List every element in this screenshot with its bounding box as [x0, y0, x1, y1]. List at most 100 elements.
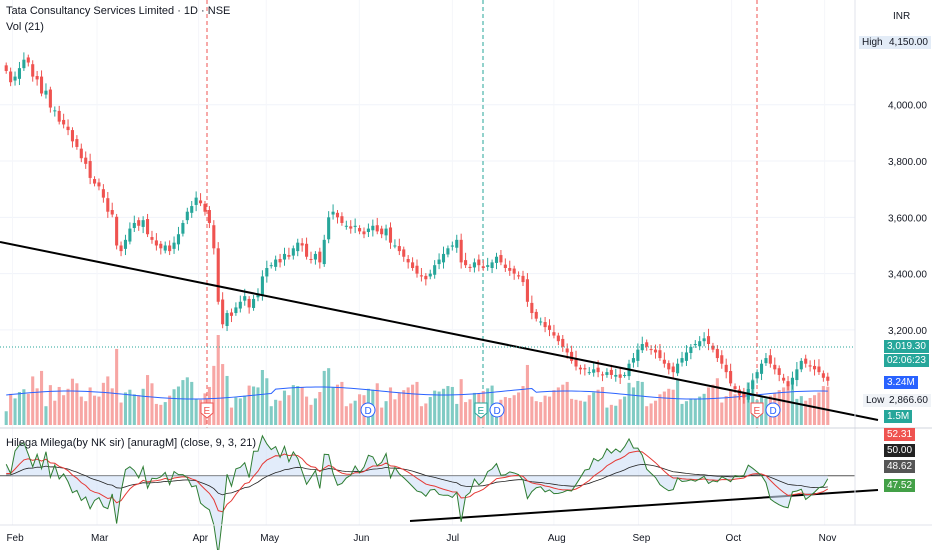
- candle-body: [614, 374, 618, 377]
- volume-bar: [190, 381, 194, 425]
- candle-body: [671, 366, 675, 373]
- dividend-marker: [360, 402, 376, 418]
- volume-bar: [539, 402, 543, 425]
- volume-bar: [605, 407, 609, 425]
- volume-bar: [35, 388, 39, 425]
- indicator-tag-4: 47.52: [884, 479, 916, 492]
- volume-bar: [676, 379, 680, 425]
- volume-bar: [137, 395, 141, 425]
- volume-bar: [428, 397, 432, 425]
- volume-bar: [269, 406, 273, 425]
- candle-body: [17, 68, 22, 79]
- indicator-title: Hilega Milega(by NK sir) [anuragM] (clos…: [6, 437, 257, 449]
- volume-bar: [826, 386, 830, 425]
- volume-bar: [459, 379, 463, 425]
- dividend-marker: [765, 402, 781, 418]
- earnings-marker: [200, 402, 214, 419]
- candle-body: [79, 148, 83, 159]
- candle-body: [146, 219, 150, 235]
- volume-bar: [132, 394, 136, 425]
- volume-bar: [176, 386, 181, 425]
- volume-bar: [658, 394, 662, 425]
- volume-bar: [715, 378, 719, 425]
- volume-bar: [123, 392, 128, 425]
- volume-bar: [260, 370, 264, 425]
- candle-body: [358, 228, 362, 232]
- candle-body: [278, 258, 282, 263]
- volume-bar: [684, 401, 688, 425]
- volume-bar: [4, 411, 8, 425]
- low-value: 2,866.60: [886, 394, 931, 407]
- candle-body: [70, 130, 75, 142]
- candle-body: [274, 259, 278, 267]
- time-tick-label: Feb: [6, 533, 24, 544]
- event-marker-label: E: [754, 406, 761, 417]
- candle-body: [154, 240, 158, 246]
- currency-label[interactable]: INR: [893, 11, 911, 22]
- candle-body: [724, 364, 728, 373]
- grid-lines: [0, 104, 855, 331]
- price-tick-label: 4,000.00: [888, 101, 927, 112]
- candle-body: [234, 307, 238, 314]
- candle-body: [159, 243, 163, 249]
- candle-body: [212, 225, 216, 249]
- earnings-marker: [750, 402, 764, 419]
- candle-body: [468, 266, 472, 268]
- volume-bar: [388, 387, 393, 425]
- time-tick-label: Oct: [726, 533, 742, 544]
- volume-bar: [556, 387, 560, 425]
- volume-bar: [278, 400, 282, 425]
- candle-body: [327, 217, 331, 240]
- volume-bar: [358, 394, 362, 425]
- volume-bar: [508, 397, 512, 425]
- volume-bar: [786, 384, 790, 425]
- volume-bar: [216, 335, 220, 425]
- candle-body: [702, 338, 706, 342]
- volume-bar: [221, 364, 225, 425]
- candle-body: [578, 367, 582, 370]
- volume-bar: [671, 389, 675, 425]
- volume-bar: [521, 386, 525, 425]
- candle-body: [150, 237, 154, 240]
- volume-bar: [464, 402, 468, 425]
- volume-bar: [384, 401, 388, 425]
- event-marker-label: D: [494, 406, 501, 417]
- candle-body: [260, 276, 264, 296]
- volume-bar: [402, 390, 406, 425]
- time-tick-label: Aug: [548, 533, 566, 544]
- volume-bar: [424, 403, 428, 425]
- event-marker-label: D: [365, 406, 372, 417]
- candle-body: [340, 216, 344, 223]
- candle-body: [494, 256, 499, 263]
- volume-bar: [587, 395, 591, 425]
- candle-body: [101, 189, 105, 198]
- candle-body: [821, 373, 825, 378]
- candle-body: [459, 239, 463, 263]
- candle-body: [574, 358, 578, 367]
- volume-bar: [84, 401, 88, 425]
- volume-bar: [472, 392, 476, 425]
- volume-bar: [97, 396, 101, 425]
- candle-body: [322, 239, 326, 265]
- candle-body: [795, 369, 799, 381]
- volume-bar: [309, 404, 313, 425]
- candle-body: [777, 368, 781, 375]
- candle-body: [384, 228, 388, 236]
- volume-bar: [795, 398, 799, 425]
- time-tick-label: Sep: [633, 533, 651, 544]
- candle-body: [388, 227, 393, 243]
- candle-body: [503, 264, 507, 268]
- candle-body: [88, 161, 92, 178]
- volume-bar: [649, 403, 653, 425]
- volume-bar: [252, 386, 256, 425]
- volume-bar: [247, 385, 251, 425]
- volume-bar: [733, 394, 737, 425]
- candle-body: [362, 231, 366, 235]
- volume-bar: [274, 399, 278, 425]
- candle-body: [31, 64, 35, 77]
- candle-body: [790, 377, 795, 385]
- candle-body: [486, 265, 490, 267]
- volume-bar: [525, 364, 529, 425]
